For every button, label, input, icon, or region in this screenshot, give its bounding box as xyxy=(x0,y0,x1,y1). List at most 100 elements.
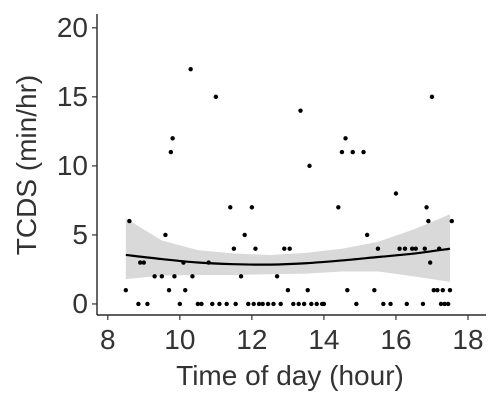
data-point xyxy=(253,246,258,251)
axes xyxy=(96,14,486,316)
data-point xyxy=(291,301,296,307)
data-point xyxy=(336,205,341,210)
x-axis-title: Time of day (hour) xyxy=(176,360,404,391)
data-point xyxy=(436,246,442,251)
data-point xyxy=(287,246,292,251)
data-point xyxy=(145,301,150,307)
data-point xyxy=(206,260,211,265)
data-point xyxy=(168,149,174,155)
data-point xyxy=(127,218,132,224)
data-point xyxy=(260,301,265,307)
data-point xyxy=(343,136,348,141)
data-point xyxy=(138,260,143,265)
data-point xyxy=(427,260,433,265)
data-point xyxy=(426,218,431,224)
data-point xyxy=(431,287,436,293)
data-point xyxy=(136,301,141,307)
x-tick-label: 10 xyxy=(164,324,195,355)
data-point xyxy=(321,301,327,307)
data-point xyxy=(249,205,255,210)
data-point xyxy=(404,301,409,307)
confidence-band-layer xyxy=(125,214,450,282)
data-point xyxy=(402,246,408,251)
data-point xyxy=(210,301,215,307)
data-point xyxy=(246,301,251,307)
data-point xyxy=(217,301,222,307)
data-point xyxy=(188,67,193,72)
data-point xyxy=(397,246,402,251)
data-point xyxy=(354,301,359,307)
x-tick-label: 16 xyxy=(380,324,411,355)
data-point xyxy=(372,287,377,293)
data-point xyxy=(447,287,453,293)
data-point xyxy=(420,301,426,307)
data-points xyxy=(123,67,454,307)
data-point xyxy=(442,301,447,307)
data-point xyxy=(238,274,244,279)
data-point xyxy=(339,149,345,155)
data-point xyxy=(440,287,445,293)
data-point xyxy=(172,274,177,279)
data-point xyxy=(141,260,147,265)
y-axis-title: TCDS (min/hr) xyxy=(11,75,42,255)
data-point xyxy=(424,205,429,210)
data-point xyxy=(298,108,303,113)
x-tick-label: 12 xyxy=(236,324,267,355)
data-point xyxy=(375,246,381,251)
data-point xyxy=(231,246,237,251)
data-point xyxy=(163,232,168,238)
data-point xyxy=(445,301,451,307)
data-point xyxy=(309,301,314,307)
data-point xyxy=(152,274,157,279)
data-point xyxy=(183,287,188,293)
data-point xyxy=(242,232,247,238)
data-point xyxy=(413,246,418,251)
data-point xyxy=(296,301,301,307)
data-point xyxy=(274,274,280,279)
data-point xyxy=(159,274,165,279)
data-point xyxy=(345,287,350,293)
data-point xyxy=(256,301,262,307)
data-point xyxy=(271,301,276,307)
data-point xyxy=(388,301,393,307)
data-point xyxy=(364,232,370,238)
data-point xyxy=(166,287,172,293)
fit-line-layer xyxy=(125,247,451,266)
data-point xyxy=(307,163,312,169)
data-point xyxy=(177,301,183,307)
data-point xyxy=(438,301,444,307)
x-tick-label: 18 xyxy=(452,324,483,355)
data-point xyxy=(170,136,175,141)
y-tick-label: 15 xyxy=(57,81,88,112)
confidence-band xyxy=(125,214,450,282)
data-point xyxy=(449,218,454,224)
x-axis-ticks: 8 10 12 14 16 18 xyxy=(100,315,484,355)
y-tick-label: 5 xyxy=(72,219,88,250)
data-point xyxy=(195,301,201,307)
data-point xyxy=(251,301,256,307)
data-point xyxy=(282,246,287,251)
data-point xyxy=(422,246,427,251)
data-point xyxy=(350,149,355,155)
data-point xyxy=(301,301,307,307)
data-point xyxy=(278,301,283,307)
data-point xyxy=(213,94,219,100)
data-point xyxy=(123,287,129,293)
data-point xyxy=(381,301,386,307)
data-point xyxy=(393,191,399,196)
y-tick-label: 10 xyxy=(57,150,88,181)
x-tick-label: 14 xyxy=(308,324,339,355)
data-point xyxy=(409,246,415,251)
data-point xyxy=(314,301,319,307)
data-point xyxy=(429,94,435,100)
x-tick-label: 8 xyxy=(100,324,116,355)
y-tick-label: 20 xyxy=(57,12,88,43)
data-point xyxy=(190,274,195,279)
data-point xyxy=(199,301,204,307)
data-point xyxy=(435,287,440,293)
data-point xyxy=(361,149,366,155)
data-point xyxy=(305,287,310,293)
data-point xyxy=(285,287,291,293)
